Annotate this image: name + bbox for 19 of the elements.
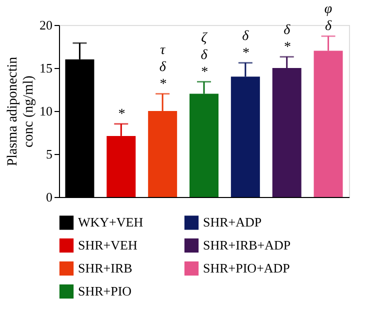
y-tick-label: 5 (46, 146, 52, 162)
legend-label: SHR+IRB (78, 260, 133, 276)
text: ζ δ * (200, 30, 208, 80)
legend-label: SHR+VEH (78, 238, 138, 252)
text: φ δ (324, 2, 332, 34)
data-label: * (118, 106, 125, 122)
text: τ δ * (159, 42, 166, 92)
y-tick-label: 10 (40, 104, 52, 118)
legend-label: SHR+PIO+ADP (203, 260, 290, 276)
legend-label: SHR+PIO (78, 284, 132, 298)
text: δ * (283, 22, 290, 55)
y-axis-title: Plasma adiponectin conc (ng/ml) (6, 56, 36, 166)
text: δ * (242, 28, 249, 61)
y-tick-label: 20 (40, 18, 52, 32)
legend-label: SHR+IRB+ADP (203, 238, 291, 252)
legend-label: SHR+ADP (203, 214, 262, 230)
legend-label: WKY+VEH (78, 214, 144, 230)
y-tick-label: 0 (46, 190, 52, 204)
y-tick-label: 15 (40, 60, 52, 76)
